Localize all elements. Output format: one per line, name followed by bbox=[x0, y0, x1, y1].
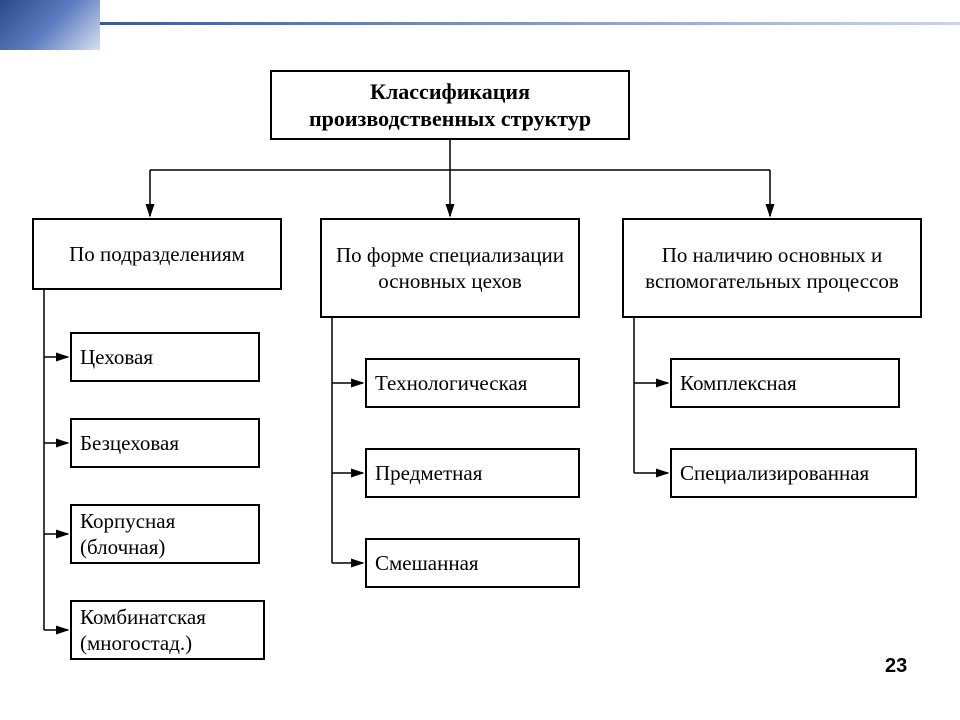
root-node: Классификация производственных структур bbox=[270, 70, 630, 140]
item-node-1-2: Смешанная bbox=[365, 538, 580, 588]
item-node-2-1: Специализированная bbox=[670, 448, 917, 498]
category-node-2: По наличию основных и вспомогательных пр… bbox=[622, 218, 922, 318]
item-node-0-0: Цеховая bbox=[70, 332, 260, 382]
category-node-1: По форме специализации основных цехов bbox=[320, 218, 580, 318]
item-node-1-1: Предметная bbox=[365, 448, 580, 498]
decorative-corner bbox=[0, 0, 100, 50]
page-number: 23 bbox=[885, 655, 907, 678]
item-node-0-3: Комбинатская (многостад.) bbox=[70, 600, 265, 660]
category-node-0: По подразделениям bbox=[32, 218, 282, 290]
item-node-1-0: Технологическая bbox=[365, 358, 580, 408]
item-node-0-2: Корпусная (блочная) bbox=[70, 504, 260, 564]
item-node-2-0: Комплексная bbox=[670, 358, 900, 408]
item-node-0-1: Безцеховая bbox=[70, 418, 260, 468]
decorative-line bbox=[100, 22, 960, 25]
